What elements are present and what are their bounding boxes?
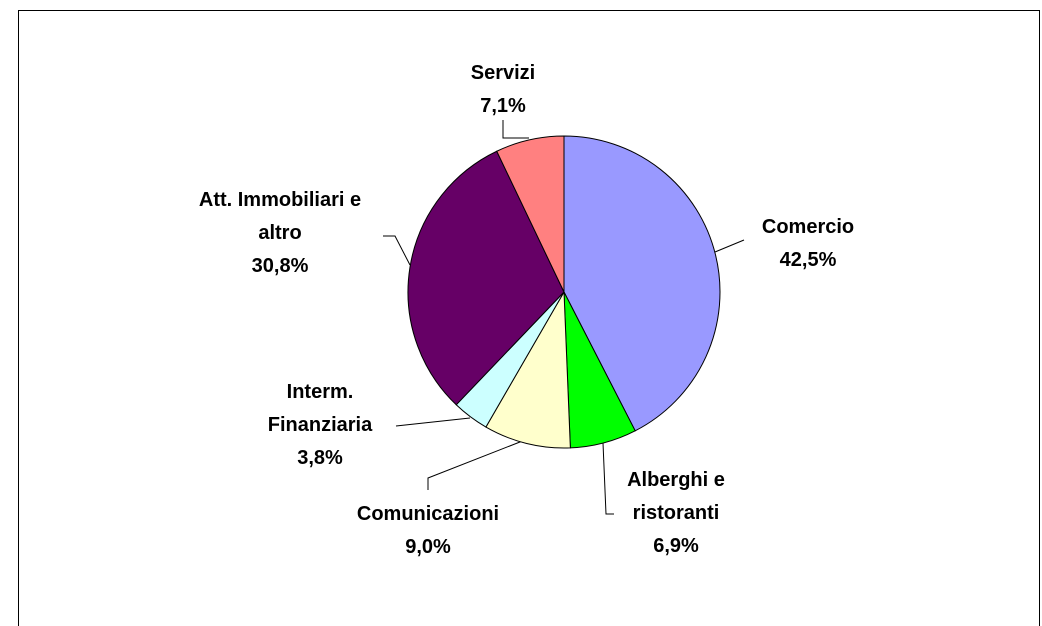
category-label: Servizi — [470, 62, 536, 84]
value-label: 42,5% — [779, 249, 837, 271]
leader-line — [383, 235, 411, 266]
category-label: Interm. Finanziaria — [267, 381, 373, 436]
pie — [407, 135, 721, 449]
value-label: 9,0% — [405, 536, 451, 558]
slice-label: Comercio 42,5% — [728, 211, 888, 277]
leader-line — [395, 417, 471, 427]
pie-slice — [485, 290, 571, 449]
category-label: Comunicazioni — [356, 503, 500, 525]
pie-slice — [496, 135, 565, 293]
category-label: Att. Immobiliari e altro — [198, 189, 362, 244]
leader-lines — [383, 120, 745, 515]
value-label: 30,8% — [251, 255, 309, 277]
leader-line — [714, 239, 745, 253]
value-label: 7,1% — [480, 95, 526, 117]
value-label: 6,9% — [653, 535, 699, 557]
leader-line — [427, 439, 526, 490]
leader-line — [502, 120, 529, 139]
pie-slice — [563, 135, 721, 432]
category-label: Comercio — [761, 216, 855, 238]
slice-label: Interm. Finanziaria 3,8% — [255, 376, 385, 475]
category-label: Alberghi e ristoranti — [627, 469, 725, 524]
slice-label: Servizi 7,1% — [443, 57, 563, 123]
slice-label: Alberghi e ristoranti 6,9% — [611, 464, 741, 563]
slice-label: Comunicazioni 9,0% — [328, 498, 528, 564]
leader-line — [602, 442, 614, 515]
pie-slice — [407, 150, 565, 406]
slice-label: Att. Immobiliari e altro 30,8% — [185, 184, 375, 283]
value-label: 3,8% — [297, 447, 343, 469]
